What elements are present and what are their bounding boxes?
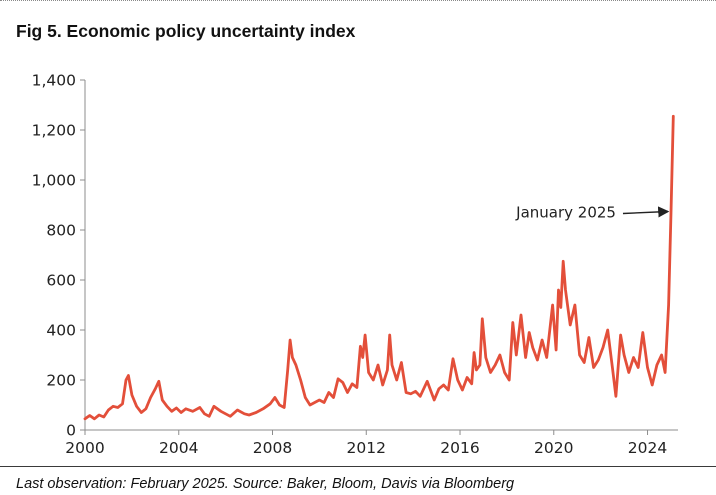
annotation-layer: January 2025 <box>515 204 670 222</box>
chart-container: 0 200 400 600 800 1,000 1,200 1,400 2000 2004 2008… <box>32 72 678 458</box>
bottom-divider <box>0 466 716 467</box>
y-tick-label: 400 <box>46 322 76 340</box>
annotation-label: January 2025 <box>515 204 616 222</box>
y-tick-label: 0 <box>66 422 76 440</box>
x-tick-label: 2024 <box>628 439 667 457</box>
source-footnote: Last observation: February 2025. Source:… <box>16 476 515 492</box>
y-tick-label: 1,400 <box>32 72 76 90</box>
series-layer <box>83 114 675 421</box>
series-line-epu-index <box>83 114 675 421</box>
x-tick-label: 2020 <box>534 439 573 457</box>
x-tick-label: 2016 <box>440 439 479 457</box>
y-tick-label: 600 <box>46 272 76 290</box>
y-tick-label: 800 <box>46 222 76 240</box>
uncertainty-line-chart: 0 200 400 600 800 1,000 1,200 1,400 2000 2004 2008… <box>32 72 678 458</box>
y-tick-label: 1,000 <box>32 172 76 190</box>
tick-layer: 0 200 400 600 800 1,000 1,200 1,400 2000 2004 2008… <box>32 72 668 458</box>
axes <box>84 80 678 431</box>
top-divider <box>0 0 716 1</box>
y-tick-label: 1,200 <box>32 122 76 140</box>
figure-title: Fig 5. Economic policy uncertainty index <box>16 21 356 41</box>
y-tick-label: 200 <box>46 372 76 390</box>
x-tick-label: 2012 <box>347 439 386 457</box>
x-tick-label: 2008 <box>253 439 292 457</box>
annotation-arrow <box>622 206 670 218</box>
x-tick-label: 2004 <box>159 439 198 457</box>
x-tick-label: 2000 <box>65 439 104 457</box>
